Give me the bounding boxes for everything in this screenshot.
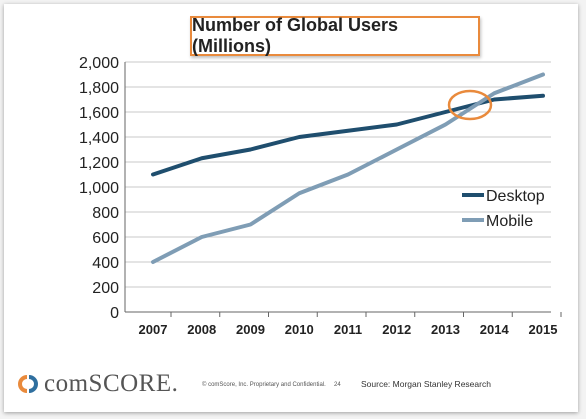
footer: comSCORE. © comScore, Inc. Proprietary a… bbox=[4, 364, 578, 408]
x-tick-label: 2014 bbox=[480, 322, 510, 337]
x-tick-label: 2009 bbox=[236, 322, 265, 337]
grid-lines bbox=[124, 61, 551, 313]
x-tick-label: 2007 bbox=[139, 322, 168, 337]
y-tick-label: 1,200 bbox=[79, 155, 119, 172]
y-axis-ticks: 0 200 400 600 800 1,000 1,200 1,400 1,600 1,800 2,… bbox=[79, 55, 119, 322]
x-tick-label: 2013 bbox=[431, 322, 460, 337]
x-tick-label: 2015 bbox=[529, 322, 558, 337]
slide: 0 200 400 600 800 1,000 1,200 1,400 1,600 1,800 2,… bbox=[4, 4, 578, 412]
x-tick-label: 2011 bbox=[334, 322, 362, 337]
fine-print: © comScore, Inc. Proprietary and Confide… bbox=[202, 382, 326, 388]
page-number: 24 bbox=[334, 382, 341, 388]
y-tick-label: 400 bbox=[92, 255, 119, 272]
y-tick-label: 2,000 bbox=[79, 55, 119, 72]
series-line-mobile bbox=[151, 72, 545, 264]
legend-label-mobile: Mobile bbox=[486, 213, 533, 230]
source-note: Source: Morgan Stanley Research bbox=[361, 379, 491, 389]
x-tick-label: 2008 bbox=[187, 322, 216, 337]
y-tick-label: 1,600 bbox=[79, 105, 119, 122]
comscore-logo-icon bbox=[18, 375, 38, 393]
x-tick-label: 2012 bbox=[382, 322, 411, 337]
y-tick-label: 1,400 bbox=[79, 130, 119, 147]
legend: Desktop Mobile bbox=[462, 188, 545, 230]
y-tick-label: 1,000 bbox=[79, 180, 119, 197]
y-tick-label: 0 bbox=[110, 305, 119, 322]
crossover-circle bbox=[447, 89, 493, 121]
line-chart: 0 200 400 600 800 1,000 1,200 1,400 1,600 1,800 2,… bbox=[79, 55, 562, 337]
y-tick-label: 800 bbox=[92, 205, 119, 222]
crossover-annotation bbox=[447, 89, 493, 121]
legend-label-desktop: Desktop bbox=[486, 188, 545, 205]
comscore-logo: comSCORE. bbox=[16, 370, 178, 398]
x-axis-ticks: 2007 2008 2009 2010 2011 2012 2013 2014 2015 bbox=[139, 312, 562, 337]
x-tick-label: 2010 bbox=[285, 322, 314, 337]
series-line-desktop bbox=[151, 93, 545, 177]
logo-text: comSCORE. bbox=[44, 370, 179, 397]
y-tick-label: 600 bbox=[92, 230, 119, 247]
chart-title: Number of Global Users (Millions) bbox=[190, 15, 480, 56]
y-tick-label: 1,800 bbox=[79, 80, 119, 97]
series-lines bbox=[151, 72, 545, 264]
y-tick-label: 200 bbox=[92, 280, 119, 297]
